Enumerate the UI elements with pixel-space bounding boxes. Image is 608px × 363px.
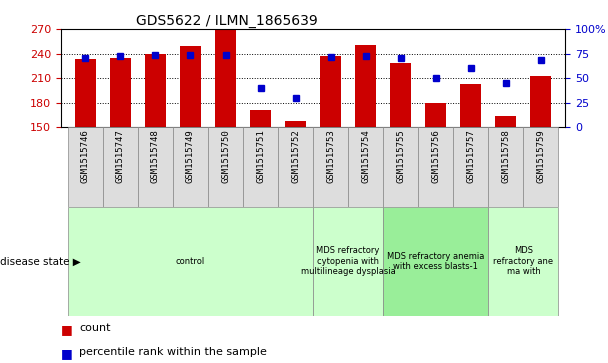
Text: GSM1515753: GSM1515753 xyxy=(326,130,335,183)
Text: GSM1515757: GSM1515757 xyxy=(466,130,475,183)
Text: ■: ■ xyxy=(61,323,72,336)
Bar xyxy=(530,76,551,127)
Bar xyxy=(425,103,446,127)
Bar xyxy=(320,56,341,127)
Bar xyxy=(68,207,313,316)
Bar xyxy=(110,58,131,127)
Bar xyxy=(383,127,418,207)
Bar xyxy=(313,207,383,316)
Bar xyxy=(488,207,558,316)
Text: GSM1515756: GSM1515756 xyxy=(431,130,440,183)
Bar xyxy=(313,127,348,207)
Bar xyxy=(285,121,306,127)
Bar xyxy=(138,127,173,207)
Text: control: control xyxy=(176,257,205,266)
Text: GSM1515751: GSM1515751 xyxy=(256,130,265,183)
Bar xyxy=(418,127,454,207)
Text: percentile rank within the sample: percentile rank within the sample xyxy=(79,347,267,357)
Text: GSM1515747: GSM1515747 xyxy=(116,130,125,183)
Bar xyxy=(383,207,488,316)
Text: GSM1515758: GSM1515758 xyxy=(502,130,510,183)
Bar xyxy=(68,127,103,207)
Bar xyxy=(460,84,482,127)
Bar xyxy=(496,117,516,127)
Bar xyxy=(250,110,271,127)
Bar xyxy=(103,127,138,207)
Text: ■: ■ xyxy=(61,347,72,360)
Text: MDS refractory anemia
with excess blasts-1: MDS refractory anemia with excess blasts… xyxy=(387,252,485,271)
Bar xyxy=(348,127,383,207)
Text: GSM1515749: GSM1515749 xyxy=(186,130,195,183)
Bar xyxy=(454,127,488,207)
Text: MDS
refractory ane
ma with: MDS refractory ane ma with xyxy=(493,246,553,276)
Text: GSM1515759: GSM1515759 xyxy=(536,130,545,183)
Bar xyxy=(215,29,236,127)
Bar xyxy=(173,127,208,207)
Bar xyxy=(355,45,376,127)
Text: GSM1515748: GSM1515748 xyxy=(151,130,160,183)
Text: MDS refractory
cytopenia with
multilineage dysplasia: MDS refractory cytopenia with multilinea… xyxy=(301,246,396,276)
Text: GSM1515750: GSM1515750 xyxy=(221,130,230,183)
Bar xyxy=(145,53,166,127)
Bar xyxy=(488,127,523,207)
Text: GSM1515754: GSM1515754 xyxy=(361,130,370,183)
Text: GSM1515755: GSM1515755 xyxy=(396,130,405,183)
Text: GSM1515752: GSM1515752 xyxy=(291,130,300,183)
Text: count: count xyxy=(79,323,111,333)
Bar xyxy=(180,46,201,127)
Bar xyxy=(278,127,313,207)
Bar xyxy=(390,63,411,127)
Bar xyxy=(75,59,96,127)
Bar xyxy=(243,127,278,207)
Text: GSM1515746: GSM1515746 xyxy=(81,130,90,183)
Text: disease state ▶: disease state ▶ xyxy=(0,256,81,266)
Bar xyxy=(523,127,558,207)
Bar xyxy=(208,127,243,207)
Text: GDS5622 / ILMN_1865639: GDS5622 / ILMN_1865639 xyxy=(136,14,318,28)
